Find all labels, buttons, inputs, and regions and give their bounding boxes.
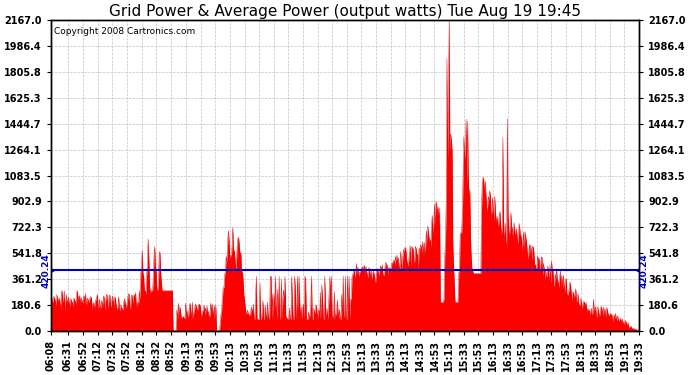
Text: 420.24: 420.24 [41, 253, 50, 288]
Text: 420.24: 420.24 [640, 253, 649, 288]
Title: Grid Power & Average Power (output watts) Tue Aug 19 19:45: Grid Power & Average Power (output watts… [109, 4, 581, 19]
Text: Copyright 2008 Cartronics.com: Copyright 2008 Cartronics.com [54, 27, 195, 36]
